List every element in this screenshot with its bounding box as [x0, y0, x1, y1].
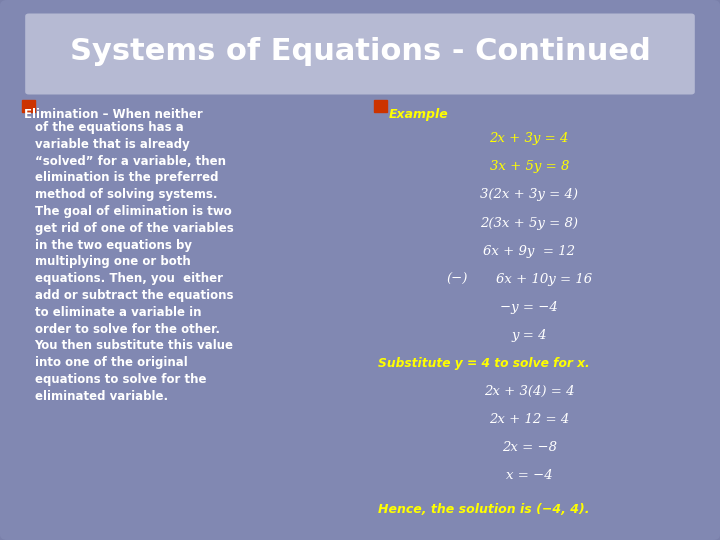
Text: 3x + 5y = 8: 3x + 5y = 8	[490, 160, 569, 173]
Text: Systems of Equations - Continued: Systems of Equations - Continued	[70, 37, 650, 66]
Text: Elimination – When neither: Elimination – When neither	[24, 108, 202, 121]
Bar	[374, 100, 387, 112]
Text: x = −4: x = −4	[506, 469, 552, 482]
Text: 2x + 12 = 4: 2x + 12 = 4	[489, 413, 570, 426]
Text: 6x + 10y = 16: 6x + 10y = 16	[495, 273, 592, 286]
Text: Hence, the solution is (−4, 4).: Hence, the solution is (−4, 4).	[378, 503, 590, 516]
Text: Example: Example	[389, 108, 449, 121]
Text: 3(2x + 3y = 4): 3(2x + 3y = 4)	[480, 188, 578, 201]
Text: y = 4: y = 4	[511, 329, 547, 342]
Text: 2x + 3(4) = 4: 2x + 3(4) = 4	[484, 385, 575, 398]
Text: −y = −4: −y = −4	[500, 301, 558, 314]
Text: 6x + 9y  = 12: 6x + 9y = 12	[483, 245, 575, 258]
Text: 2x = −8: 2x = −8	[502, 441, 557, 454]
Text: 2x + 3y = 4: 2x + 3y = 4	[490, 132, 569, 145]
Text: Substitute y = 4 to solve for x.: Substitute y = 4 to solve for x.	[378, 357, 590, 370]
Text: of the equations has a
variable that is already
“solved” for a variable, then
el: of the equations has a variable that is …	[35, 121, 233, 403]
Bar	[22, 100, 35, 112]
Text: (−): (−)	[446, 273, 468, 286]
FancyBboxPatch shape	[25, 14, 695, 94]
Text: 2(3x + 5y = 8): 2(3x + 5y = 8)	[480, 217, 578, 230]
